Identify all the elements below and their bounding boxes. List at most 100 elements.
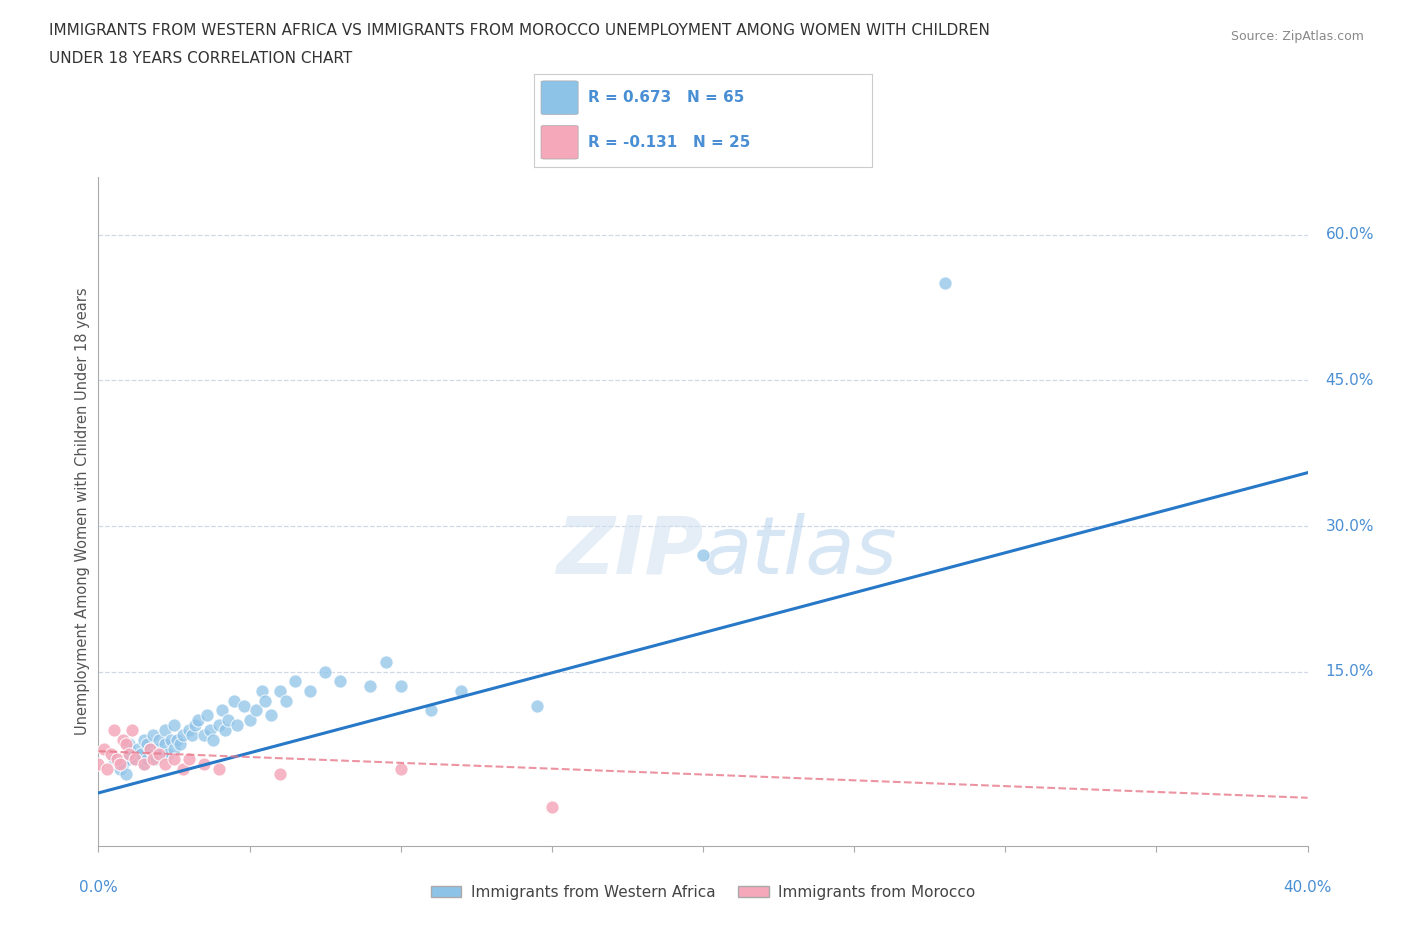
Point xyxy=(121,723,143,737)
Text: R = -0.131   N = 25: R = -0.131 N = 25 xyxy=(588,135,751,150)
Point xyxy=(299,684,322,698)
Text: Source: ZipAtlas.com: Source: ZipAtlas.com xyxy=(1230,30,1364,43)
Point xyxy=(148,732,170,747)
Point xyxy=(142,751,165,766)
Point xyxy=(419,703,441,718)
FancyBboxPatch shape xyxy=(541,126,578,159)
Point xyxy=(111,732,134,747)
Text: atlas: atlas xyxy=(703,512,898,591)
FancyBboxPatch shape xyxy=(541,81,578,114)
Point xyxy=(934,276,956,291)
Point xyxy=(127,742,149,757)
Point xyxy=(100,747,122,762)
Point xyxy=(118,747,141,762)
Point xyxy=(450,684,472,698)
Point xyxy=(389,762,412,777)
Point xyxy=(153,723,176,737)
Point xyxy=(114,766,136,781)
Point xyxy=(139,742,162,757)
Point xyxy=(193,727,215,742)
Point xyxy=(181,727,204,742)
Text: 15.0%: 15.0% xyxy=(1326,664,1374,679)
Point xyxy=(224,693,246,708)
Point xyxy=(150,747,173,762)
Point xyxy=(148,742,170,757)
Point xyxy=(202,732,225,747)
Point xyxy=(329,674,352,689)
Text: UNDER 18 YEARS CORRELATION CHART: UNDER 18 YEARS CORRELATION CHART xyxy=(49,51,353,66)
Point xyxy=(118,737,141,751)
Point xyxy=(166,732,188,747)
Point xyxy=(214,723,236,737)
Text: 0.0%: 0.0% xyxy=(79,881,118,896)
Point xyxy=(269,684,291,698)
Point xyxy=(142,727,165,742)
Point xyxy=(540,800,562,815)
Point xyxy=(314,664,336,679)
Point xyxy=(87,756,110,771)
Point xyxy=(526,698,548,713)
Point xyxy=(124,751,146,766)
Point xyxy=(129,747,152,762)
Point xyxy=(200,723,222,737)
Point xyxy=(253,693,276,708)
Point xyxy=(114,737,136,751)
Point xyxy=(103,723,125,737)
Point xyxy=(118,751,141,766)
Point xyxy=(239,712,262,727)
Point xyxy=(124,751,146,766)
Point xyxy=(163,751,186,766)
Point xyxy=(108,762,131,777)
Point xyxy=(142,747,165,762)
Point xyxy=(260,708,283,723)
Point xyxy=(208,718,231,733)
Point xyxy=(163,742,186,757)
Point xyxy=(208,762,231,777)
Point xyxy=(211,703,233,718)
Point xyxy=(135,737,157,751)
Text: 40.0%: 40.0% xyxy=(1284,881,1331,896)
Point xyxy=(187,712,209,727)
Text: R = 0.673   N = 65: R = 0.673 N = 65 xyxy=(588,90,745,105)
Point xyxy=(193,756,215,771)
Point xyxy=(156,747,179,762)
Y-axis label: Unemployment Among Women with Children Under 18 years: Unemployment Among Women with Children U… xyxy=(75,287,90,736)
Text: 45.0%: 45.0% xyxy=(1326,373,1374,388)
Point xyxy=(132,756,155,771)
Text: 30.0%: 30.0% xyxy=(1326,519,1374,534)
Point xyxy=(274,693,297,708)
Point xyxy=(172,727,194,742)
Legend: Immigrants from Western Africa, Immigrants from Morocco: Immigrants from Western Africa, Immigran… xyxy=(425,879,981,906)
Point xyxy=(269,766,291,781)
Point xyxy=(118,742,141,757)
Point xyxy=(177,751,201,766)
Text: 60.0%: 60.0% xyxy=(1326,228,1374,243)
Point xyxy=(132,732,155,747)
Text: IMMIGRANTS FROM WESTERN AFRICA VS IMMIGRANTS FROM MOROCCO UNEMPLOYMENT AMONG WOM: IMMIGRANTS FROM WESTERN AFRICA VS IMMIGR… xyxy=(49,23,990,38)
Point xyxy=(148,747,170,762)
Point xyxy=(163,718,186,733)
Point xyxy=(160,732,183,747)
Point xyxy=(153,737,176,751)
Point xyxy=(111,756,134,771)
Point xyxy=(108,756,131,771)
Point xyxy=(284,674,307,689)
Point xyxy=(195,708,218,723)
Point xyxy=(374,655,396,670)
Point xyxy=(145,751,167,766)
Point xyxy=(139,742,162,757)
Point xyxy=(184,718,207,733)
Point xyxy=(153,756,176,771)
Point xyxy=(245,703,267,718)
Point xyxy=(360,679,382,694)
Point xyxy=(118,747,141,762)
Point xyxy=(217,712,239,727)
Point xyxy=(226,718,249,733)
Point xyxy=(250,684,273,698)
Point xyxy=(389,679,412,694)
Point xyxy=(169,737,191,751)
Text: ZIP: ZIP xyxy=(555,512,703,591)
Point xyxy=(132,756,155,771)
Point xyxy=(177,723,201,737)
Point xyxy=(93,742,115,757)
